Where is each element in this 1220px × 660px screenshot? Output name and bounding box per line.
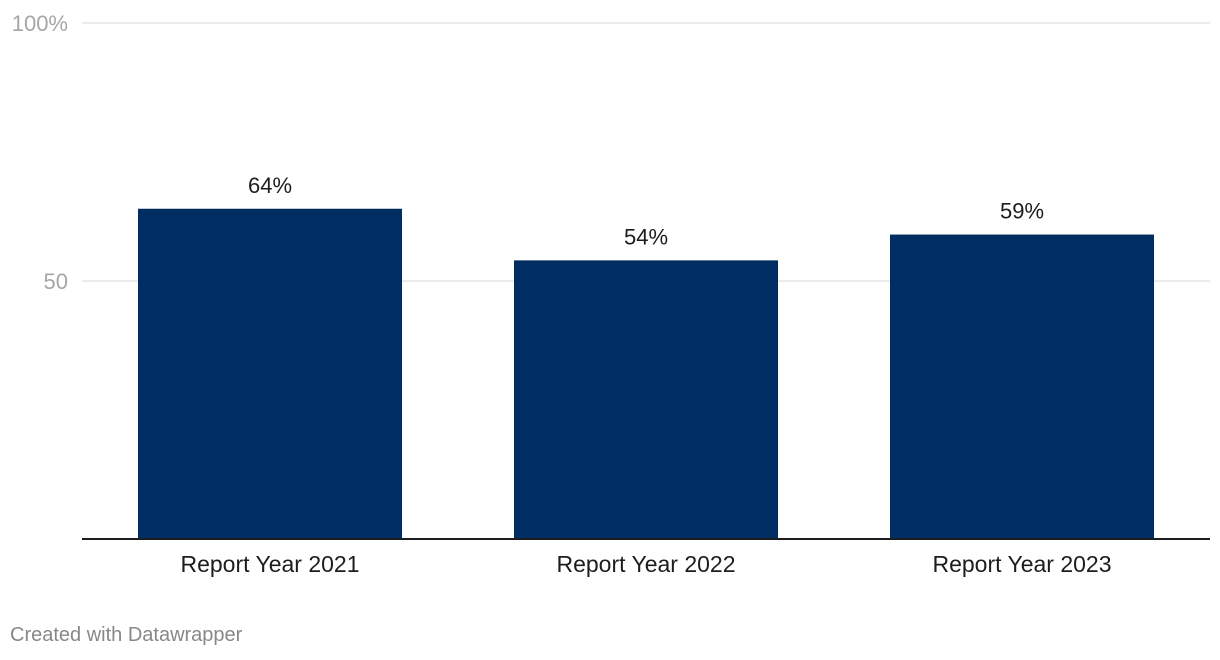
bar-2 bbox=[514, 260, 778, 539]
category-label: Report Year 2023 bbox=[932, 551, 1111, 577]
category-label: Report Year 2021 bbox=[180, 551, 359, 577]
credit-text: Created with Datawrapper bbox=[10, 624, 243, 646]
y-tick-label: 100% bbox=[12, 11, 68, 36]
labels: 50 100% 64% Report Year 2021 54% Report Year … bbox=[12, 11, 1112, 577]
value-label: 54% bbox=[624, 224, 668, 249]
bars bbox=[82, 208, 1210, 540]
bar-3 bbox=[890, 234, 1154, 539]
y-tick-label: 50 bbox=[44, 269, 68, 294]
value-label: 64% bbox=[248, 173, 292, 198]
category-label: Report Year 2022 bbox=[556, 551, 735, 577]
bar-1 bbox=[138, 208, 402, 539]
value-label: 59% bbox=[1000, 199, 1044, 224]
